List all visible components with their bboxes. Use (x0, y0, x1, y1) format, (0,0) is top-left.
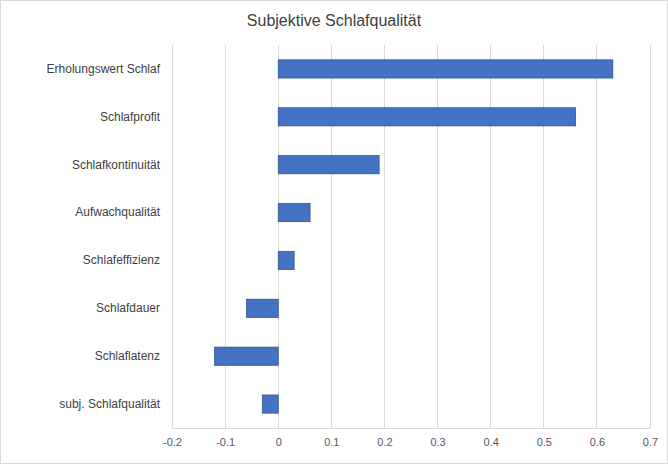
grid (172, 45, 650, 428)
x-tick: 0.2 (377, 428, 392, 448)
x-tick: 0.7 (643, 428, 658, 448)
chart-border (1, 1, 668, 464)
bar (278, 251, 294, 269)
y-tick-label: Schlafkontinuität (72, 158, 161, 172)
x-tick: 0.1 (324, 428, 339, 448)
bar (278, 108, 575, 126)
bar (278, 60, 613, 78)
y-tick-label: Schlaflatenz (95, 349, 160, 363)
y-tick: Schlafprofit (100, 110, 172, 124)
y-tick-label: Schlafeffizienz (83, 253, 160, 267)
x-axis-line (173, 428, 651, 429)
y-tick: Schlafkontinuität (72, 158, 172, 172)
x-tick-label: 0.7 (643, 436, 658, 448)
grid-line (225, 45, 226, 428)
x-tick-label: 0.6 (590, 436, 605, 448)
y-tick: Erholungswert Schlaf (47, 62, 172, 76)
y-tick: Schlaflatenz (95, 349, 172, 363)
x-tick-label: 0.1 (324, 436, 339, 448)
x-tick: -0.2 (163, 428, 182, 448)
x-tick-label: 0.3 (430, 436, 445, 448)
y-axis-line (172, 46, 173, 429)
bar (262, 395, 278, 413)
bar (278, 156, 379, 174)
x-tick-label: 0.5 (537, 436, 552, 448)
y-axis: Erholungswert Schlaf Schlafprofit Schlafko… (47, 46, 173, 429)
bars (214, 60, 612, 413)
x-tick: -0.1 (216, 428, 235, 448)
title: Subjektive Schlafqualität (247, 12, 422, 29)
bar (214, 347, 278, 365)
x-tick-label: -0.1 (216, 436, 235, 448)
x-tick-label: 0.4 (484, 436, 499, 448)
y-tick-label: Schlafdauer (96, 301, 160, 315)
grid-line (596, 45, 597, 428)
y-tick-label: Erholungswert Schlaf (47, 62, 161, 76)
y-tick: subj. Schlafqualität (59, 397, 172, 411)
y-tick-label: Schlafprofit (100, 110, 161, 124)
x-tick: 0.5 (537, 428, 552, 448)
grid-line (650, 45, 651, 428)
x-axis: -0.2 -0.1 0 0.1 0.2 0.3 0.4 0.5 0.6 0.7 (163, 428, 658, 448)
grid-line (437, 45, 438, 428)
grid-line (331, 45, 332, 428)
plot: -0.2 -0.1 0 0.1 0.2 0.3 0.4 0.5 0.6 0.7 Erholungsw… (47, 45, 659, 448)
x-tick: 0.6 (590, 428, 605, 448)
y-tick-label: Aufwachqualität (75, 205, 160, 219)
y-tick: Schlafeffizienz (83, 253, 172, 267)
y-tick-label: subj. Schlafqualität (59, 397, 160, 411)
x-tick: 0 (276, 428, 282, 448)
y-tick: Aufwachqualität (75, 205, 172, 219)
x-tick: 0.3 (430, 428, 445, 448)
grid-line (172, 45, 173, 428)
grid-line (384, 45, 385, 428)
x-tick-label: 0.2 (377, 436, 392, 448)
y-tick: Schlafdauer (96, 301, 172, 315)
x-tick: 0.4 (484, 428, 499, 448)
grid-line (278, 45, 279, 428)
bar (246, 299, 278, 317)
chart: Subjektive Schlafqualität -0.2 -0.1 0 0.1 0.2… (0, 0, 668, 464)
bar (278, 203, 310, 221)
grid-line (543, 45, 544, 428)
x-tick-label: 0 (276, 436, 282, 448)
grid-line (490, 45, 491, 428)
x-tick-label: -0.2 (163, 436, 182, 448)
